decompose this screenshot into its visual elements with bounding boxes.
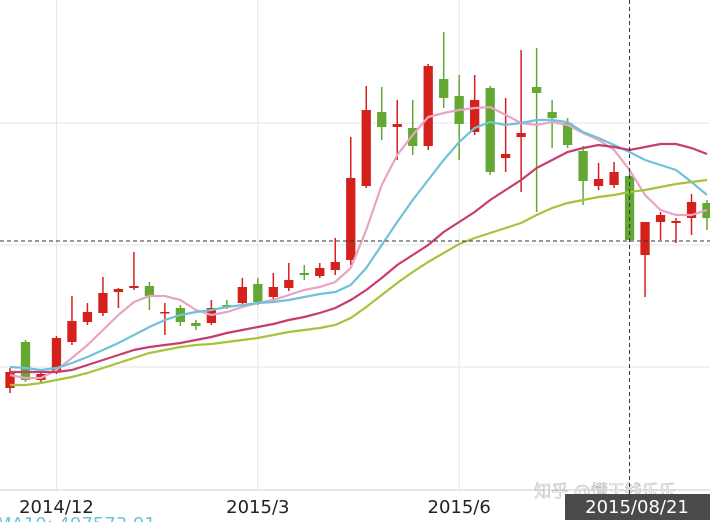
- candle-body: [392, 124, 402, 127]
- candle-body: [655, 215, 666, 222]
- candle-body: [686, 202, 697, 218]
- x-tick-label: 2015/6: [428, 497, 491, 518]
- candle-body: [500, 154, 511, 158]
- ma-line: [9, 118, 708, 372]
- candle-body: [377, 112, 387, 127]
- candle-body: [284, 280, 294, 288]
- candle-body: [315, 268, 325, 276]
- candle-body: [191, 323, 201, 326]
- candle-body: [671, 221, 681, 223]
- candle-body: [82, 312, 93, 322]
- ma-line: [9, 105, 708, 380]
- candle-body: [439, 79, 449, 98]
- candle-body: [160, 312, 170, 314]
- candle-body: [346, 178, 356, 260]
- candle-body: [361, 110, 371, 186]
- ma-line: [10, 142, 708, 374]
- candle-body: [562, 123, 573, 145]
- x-tick-label: 2014/12: [19, 497, 94, 518]
- candle-body: [516, 133, 526, 137]
- candle-body: [20, 342, 31, 380]
- candle-body: [144, 286, 155, 296]
- candle-body: [237, 287, 247, 303]
- candle-body: [578, 151, 588, 181]
- candle-body: [129, 286, 139, 288]
- candle-body: [98, 293, 108, 313]
- candle-body: [5, 372, 15, 388]
- candle-body: [640, 222, 650, 255]
- candle-body: [593, 179, 604, 186]
- candle-body: [423, 66, 433, 146]
- candle-body: [51, 338, 62, 372]
- candle-body: [408, 128, 418, 146]
- candle-body: [67, 321, 77, 342]
- candle-body: [624, 176, 635, 240]
- ma-readout: MA10: 497573.91: [0, 514, 156, 522]
- candle-body: [299, 273, 309, 275]
- candle-body: [253, 284, 263, 302]
- ma-line: [10, 178, 708, 387]
- candle-body: [222, 305, 232, 307]
- crosshair-label: 2015/08/21: [585, 497, 689, 518]
- x-tick-label: 2015/3: [226, 497, 289, 518]
- candle-body: [547, 112, 557, 118]
- candle-body: [330, 262, 340, 270]
- candle-body: [485, 88, 495, 172]
- candle-body: [268, 287, 278, 297]
- candle-body: [113, 289, 124, 292]
- candle-body: [609, 172, 619, 185]
- candle-body: [470, 100, 480, 132]
- candle-body: [531, 87, 542, 93]
- crosshair-label-box: [565, 494, 710, 520]
